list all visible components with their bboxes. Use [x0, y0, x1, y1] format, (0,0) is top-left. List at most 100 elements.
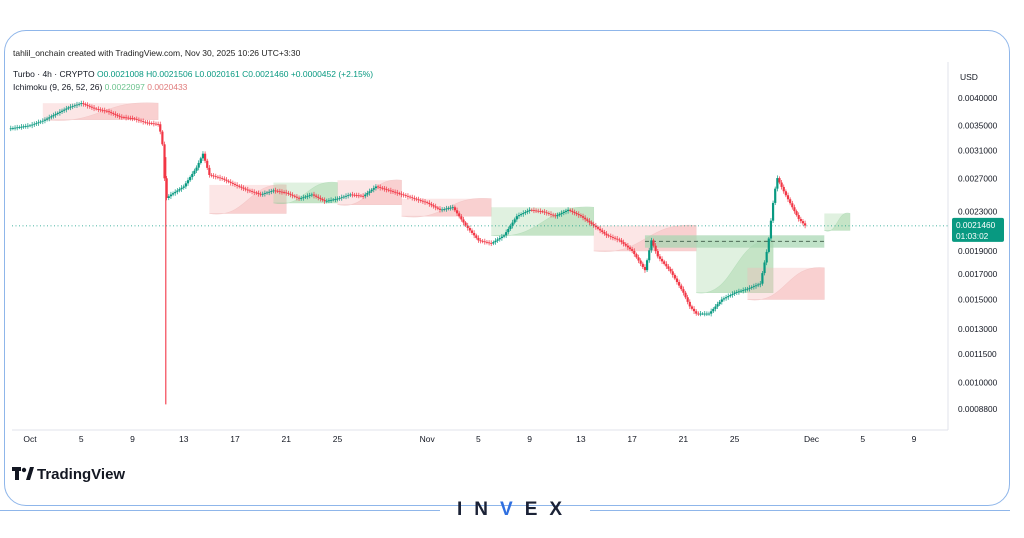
- candle-body: [208, 167, 211, 175]
- candle-body: [340, 197, 343, 199]
- candle-body: [402, 194, 405, 196]
- candle-body: [161, 131, 164, 145]
- candle-body: [581, 216, 585, 218]
- candle-body: [658, 256, 662, 259]
- y-tick-label: 0.0011500: [958, 349, 997, 359]
- candle-body: [165, 178, 168, 198]
- ohlc-high: H0.0021506: [146, 69, 193, 79]
- ohlc-open: O0.0021008: [96, 69, 144, 79]
- candle-body: [490, 242, 493, 244]
- ichimoku-cloud-band-9: [824, 213, 850, 231]
- invex-v-mark: V: [500, 499, 525, 520]
- candle-body: [359, 195, 363, 197]
- candle-body: [26, 125, 29, 127]
- last-price-badge: [952, 217, 1004, 242]
- invex-logo: INVEX: [457, 499, 574, 521]
- candle-body: [327, 200, 331, 202]
- candle-body: [276, 190, 279, 192]
- candle-body: [660, 258, 664, 262]
- candle-body: [238, 185, 241, 187]
- candle-body: [45, 118, 49, 120]
- candle-body: [637, 257, 640, 261]
- candle-body: [293, 195, 296, 197]
- ichimoku-cloud-0: [42, 102, 159, 121]
- candle-body: [20, 126, 23, 128]
- candle-body: [90, 106, 94, 108]
- candle-body: [718, 301, 721, 305]
- candle-body: [558, 214, 561, 216]
- candle-body: [304, 196, 307, 198]
- candle-body: [406, 195, 410, 197]
- candle-body: [763, 262, 766, 274]
- x-tick-label: 9: [130, 434, 135, 444]
- x-tick-label: 17: [627, 434, 637, 444]
- candle-body: [470, 230, 474, 233]
- x-tick-label: Oct: [23, 434, 37, 444]
- candle-body: [460, 216, 463, 220]
- candle-body: [105, 110, 108, 112]
- candle-body: [263, 193, 266, 194]
- candle-body: [705, 313, 708, 315]
- candle-body: [370, 189, 373, 192]
- candle-body: [315, 195, 318, 197]
- candle-body: [110, 112, 113, 114]
- candle-body: [793, 207, 796, 212]
- candle-body: [184, 183, 187, 187]
- candle-body: [24, 126, 27, 127]
- candle-body: [50, 116, 53, 118]
- candle-body: [754, 285, 758, 287]
- candle-body: [272, 190, 275, 192]
- candle-body: [663, 261, 666, 264]
- candle-body: [594, 225, 597, 228]
- candle-body: [274, 190, 277, 192]
- candle-body: [554, 215, 557, 217]
- candle-body: [710, 311, 713, 314]
- ichimoku-cloud-band-8: [747, 267, 825, 300]
- candle-body: [744, 289, 747, 291]
- ohlc-close: C0.0021460: [242, 69, 289, 79]
- candle-body: [189, 177, 192, 181]
- x-tick-label: 9: [912, 434, 917, 444]
- candle-body: [353, 194, 356, 196]
- candle-body: [289, 193, 292, 195]
- candle-body: [680, 285, 683, 290]
- candle-body: [396, 192, 399, 194]
- candle-body: [690, 306, 694, 309]
- candle-body: [351, 194, 354, 196]
- candle-body: [317, 196, 320, 198]
- candle-body: [157, 123, 160, 125]
- candle-body: [385, 189, 388, 190]
- candle-body: [216, 176, 220, 178]
- candle-body: [383, 188, 386, 190]
- candle-body: [16, 127, 19, 129]
- y-tick-label: 0.0013000: [958, 324, 998, 334]
- candle-body: [248, 190, 252, 192]
- symbol-line: Turbo · 4h · CRYPTO O0.0021008 H0.002150…: [13, 69, 373, 79]
- candle-body: [543, 211, 546, 213]
- candle-body: [586, 219, 589, 221]
- candle-body: [144, 121, 147, 123]
- candle-body: [92, 107, 96, 109]
- candle-body: [524, 211, 527, 214]
- candle-body: [739, 290, 743, 292]
- candle-body: [240, 186, 243, 188]
- x-tick-label: 25: [333, 434, 343, 444]
- candle-body: [639, 260, 642, 264]
- x-tick-label: 25: [730, 434, 740, 444]
- candle-body: [532, 210, 536, 211]
- indicator-value-2: 0.0020433: [147, 82, 188, 92]
- candle-body: [319, 197, 322, 199]
- candle-body: [129, 117, 132, 119]
- candle-body: [609, 236, 612, 237]
- tradingview-logo-text: TradingView: [37, 466, 126, 483]
- candle-body: [135, 119, 138, 120]
- footer-rule-left: [0, 510, 440, 511]
- candle-body: [39, 121, 42, 123]
- candle-body: [545, 212, 548, 214]
- candle-body: [673, 274, 676, 279]
- candle-body: [37, 122, 40, 124]
- candle-body: [426, 202, 429, 204]
- y-tick-label: 0.0035000: [958, 120, 998, 130]
- currency-label: USD: [960, 72, 978, 82]
- candle-body: [355, 195, 358, 196]
